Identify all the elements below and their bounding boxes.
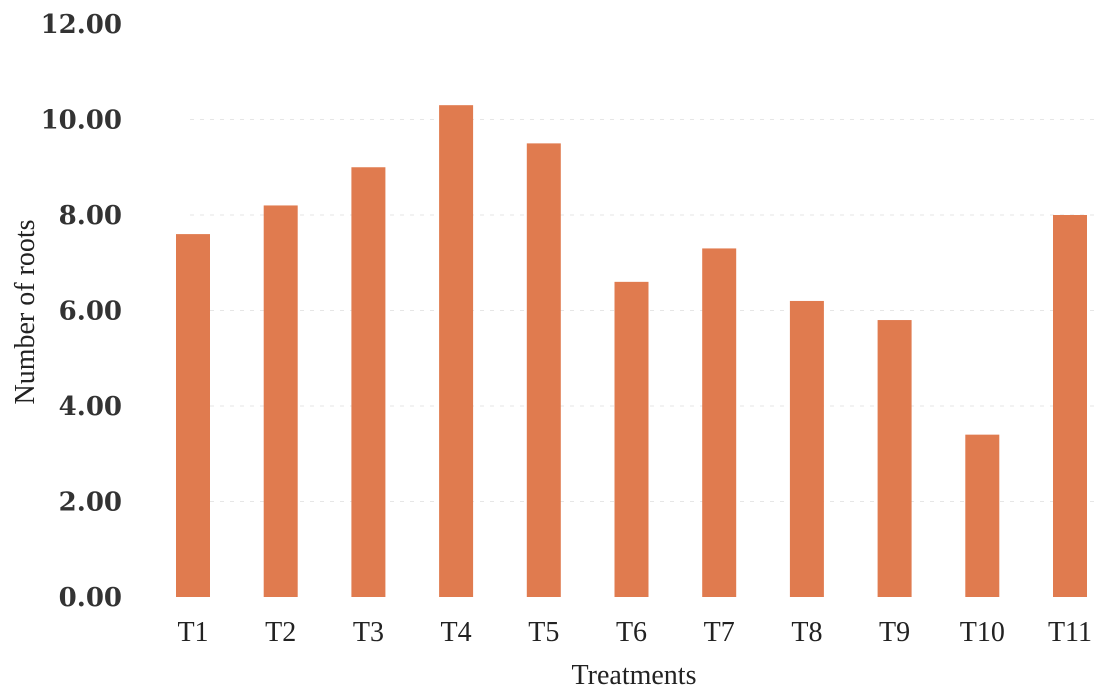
y-tick-label: 6.00 [59,297,122,327]
bar-t2 [263,205,298,597]
bar-t8 [789,300,824,597]
bar-t10 [965,434,1000,597]
y-tick-label: 0.00 [59,583,122,613]
x-tick-label-t9: T9 [879,617,910,648]
bar-t3 [351,167,386,597]
x-tick-label-t4: T4 [441,617,472,648]
y-tick-label: 4.00 [59,392,122,422]
x-tick-label-t5: T5 [528,617,559,648]
bar-t1 [176,234,210,597]
x-tick-label-t6: T6 [616,617,647,648]
x-tick-label-t11: T11 [1048,617,1092,648]
x-axis-title: Treatments [572,660,697,690]
x-tick-label-t1: T1 [177,617,208,648]
y-axis-tick-labels: 0.00 2.00 4.00 6.00 8.00 10.00 12.00 [41,10,122,613]
x-tick-label-t8: T8 [791,617,822,648]
bar-t7 [702,248,737,598]
bar-t6 [614,281,649,597]
x-tick-label-t7: T7 [704,617,735,648]
x-tick-label-t2: T2 [265,617,296,648]
x-axis-tick-labels: T1 T2 T3 T4 T5 T6 T7 T8 T9 T10 T11 [177,617,1092,648]
y-tick-label: 2.00 [59,488,122,518]
bar-t4 [439,105,474,598]
bar-t9 [877,320,912,597]
y-tick-label: 8.00 [59,201,122,231]
bar-t11 [1053,215,1087,597]
y-tick-label: 12.00 [41,10,122,40]
y-axis-title: Number of roots [10,219,41,404]
x-tick-label-t3: T3 [353,617,384,648]
y-tick-label: 10.00 [41,106,122,136]
x-tick-label-t10: T10 [960,617,1005,648]
bars-layer [176,105,1087,598]
bar-t5 [526,143,561,597]
